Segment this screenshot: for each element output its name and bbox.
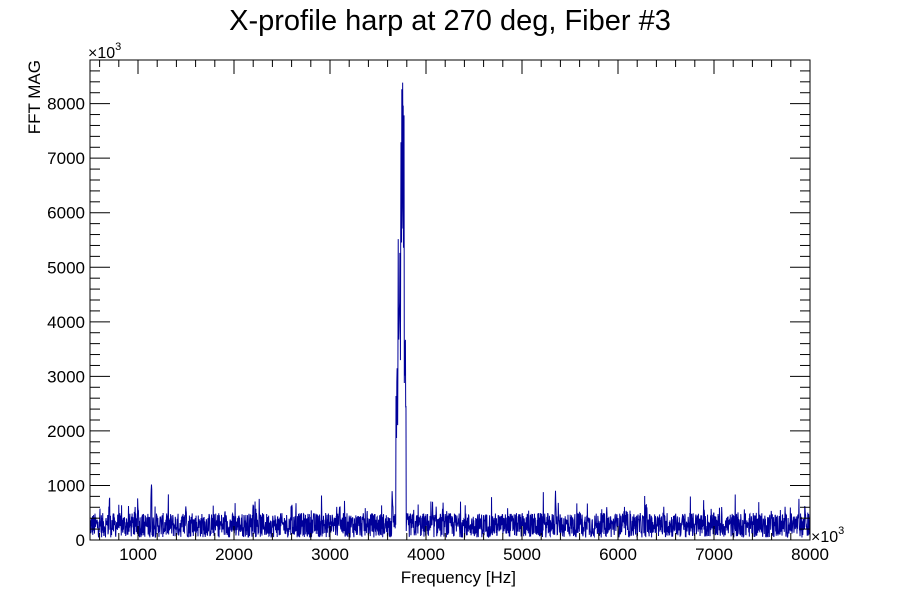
x-tick-label: 2000: [215, 545, 253, 564]
y-multiplier: ×103: [88, 41, 121, 62]
y-tick-label: 7000: [47, 149, 85, 168]
x-tick-label: 6000: [599, 545, 637, 564]
axis-ticks: [90, 59, 811, 540]
y-tick-label: 0: [76, 531, 85, 550]
x-tick-label: 4000: [407, 545, 445, 564]
x-tick-label: 1000: [119, 545, 157, 564]
y-tick-label: 5000: [47, 258, 85, 277]
x-tick-label: 3000: [311, 545, 349, 564]
y-axis-label: FFT MAG: [25, 60, 44, 134]
y-tick-label: 8000: [47, 95, 85, 114]
y-tick-labels: 0 1000 2000 3000 4000 5000 6000 7000 8000: [47, 95, 85, 550]
x-tick-label: 8000: [791, 545, 829, 564]
y-tick-label: 6000: [47, 204, 85, 223]
x-axis-label: Frequency [Hz]: [401, 568, 516, 587]
series-line: [89, 82, 811, 539]
x-multiplier: ×103: [811, 525, 844, 546]
x-tick-label: 5000: [503, 545, 541, 564]
series-layer: [89, 82, 811, 539]
plot-frame: [89, 59, 811, 541]
y-tick-label: 1000: [47, 476, 85, 495]
y-tick-label: 4000: [47, 313, 85, 332]
x-tick-label: 7000: [695, 545, 733, 564]
chart-title: X-profile harp at 270 deg, Fiber #3: [229, 5, 671, 37]
y-tick-label: 2000: [47, 422, 85, 441]
y-tick-label: 3000: [47, 367, 85, 386]
x-tick-labels: 1000 2000 3000 4000 5000 6000 7000 8000: [119, 545, 829, 564]
